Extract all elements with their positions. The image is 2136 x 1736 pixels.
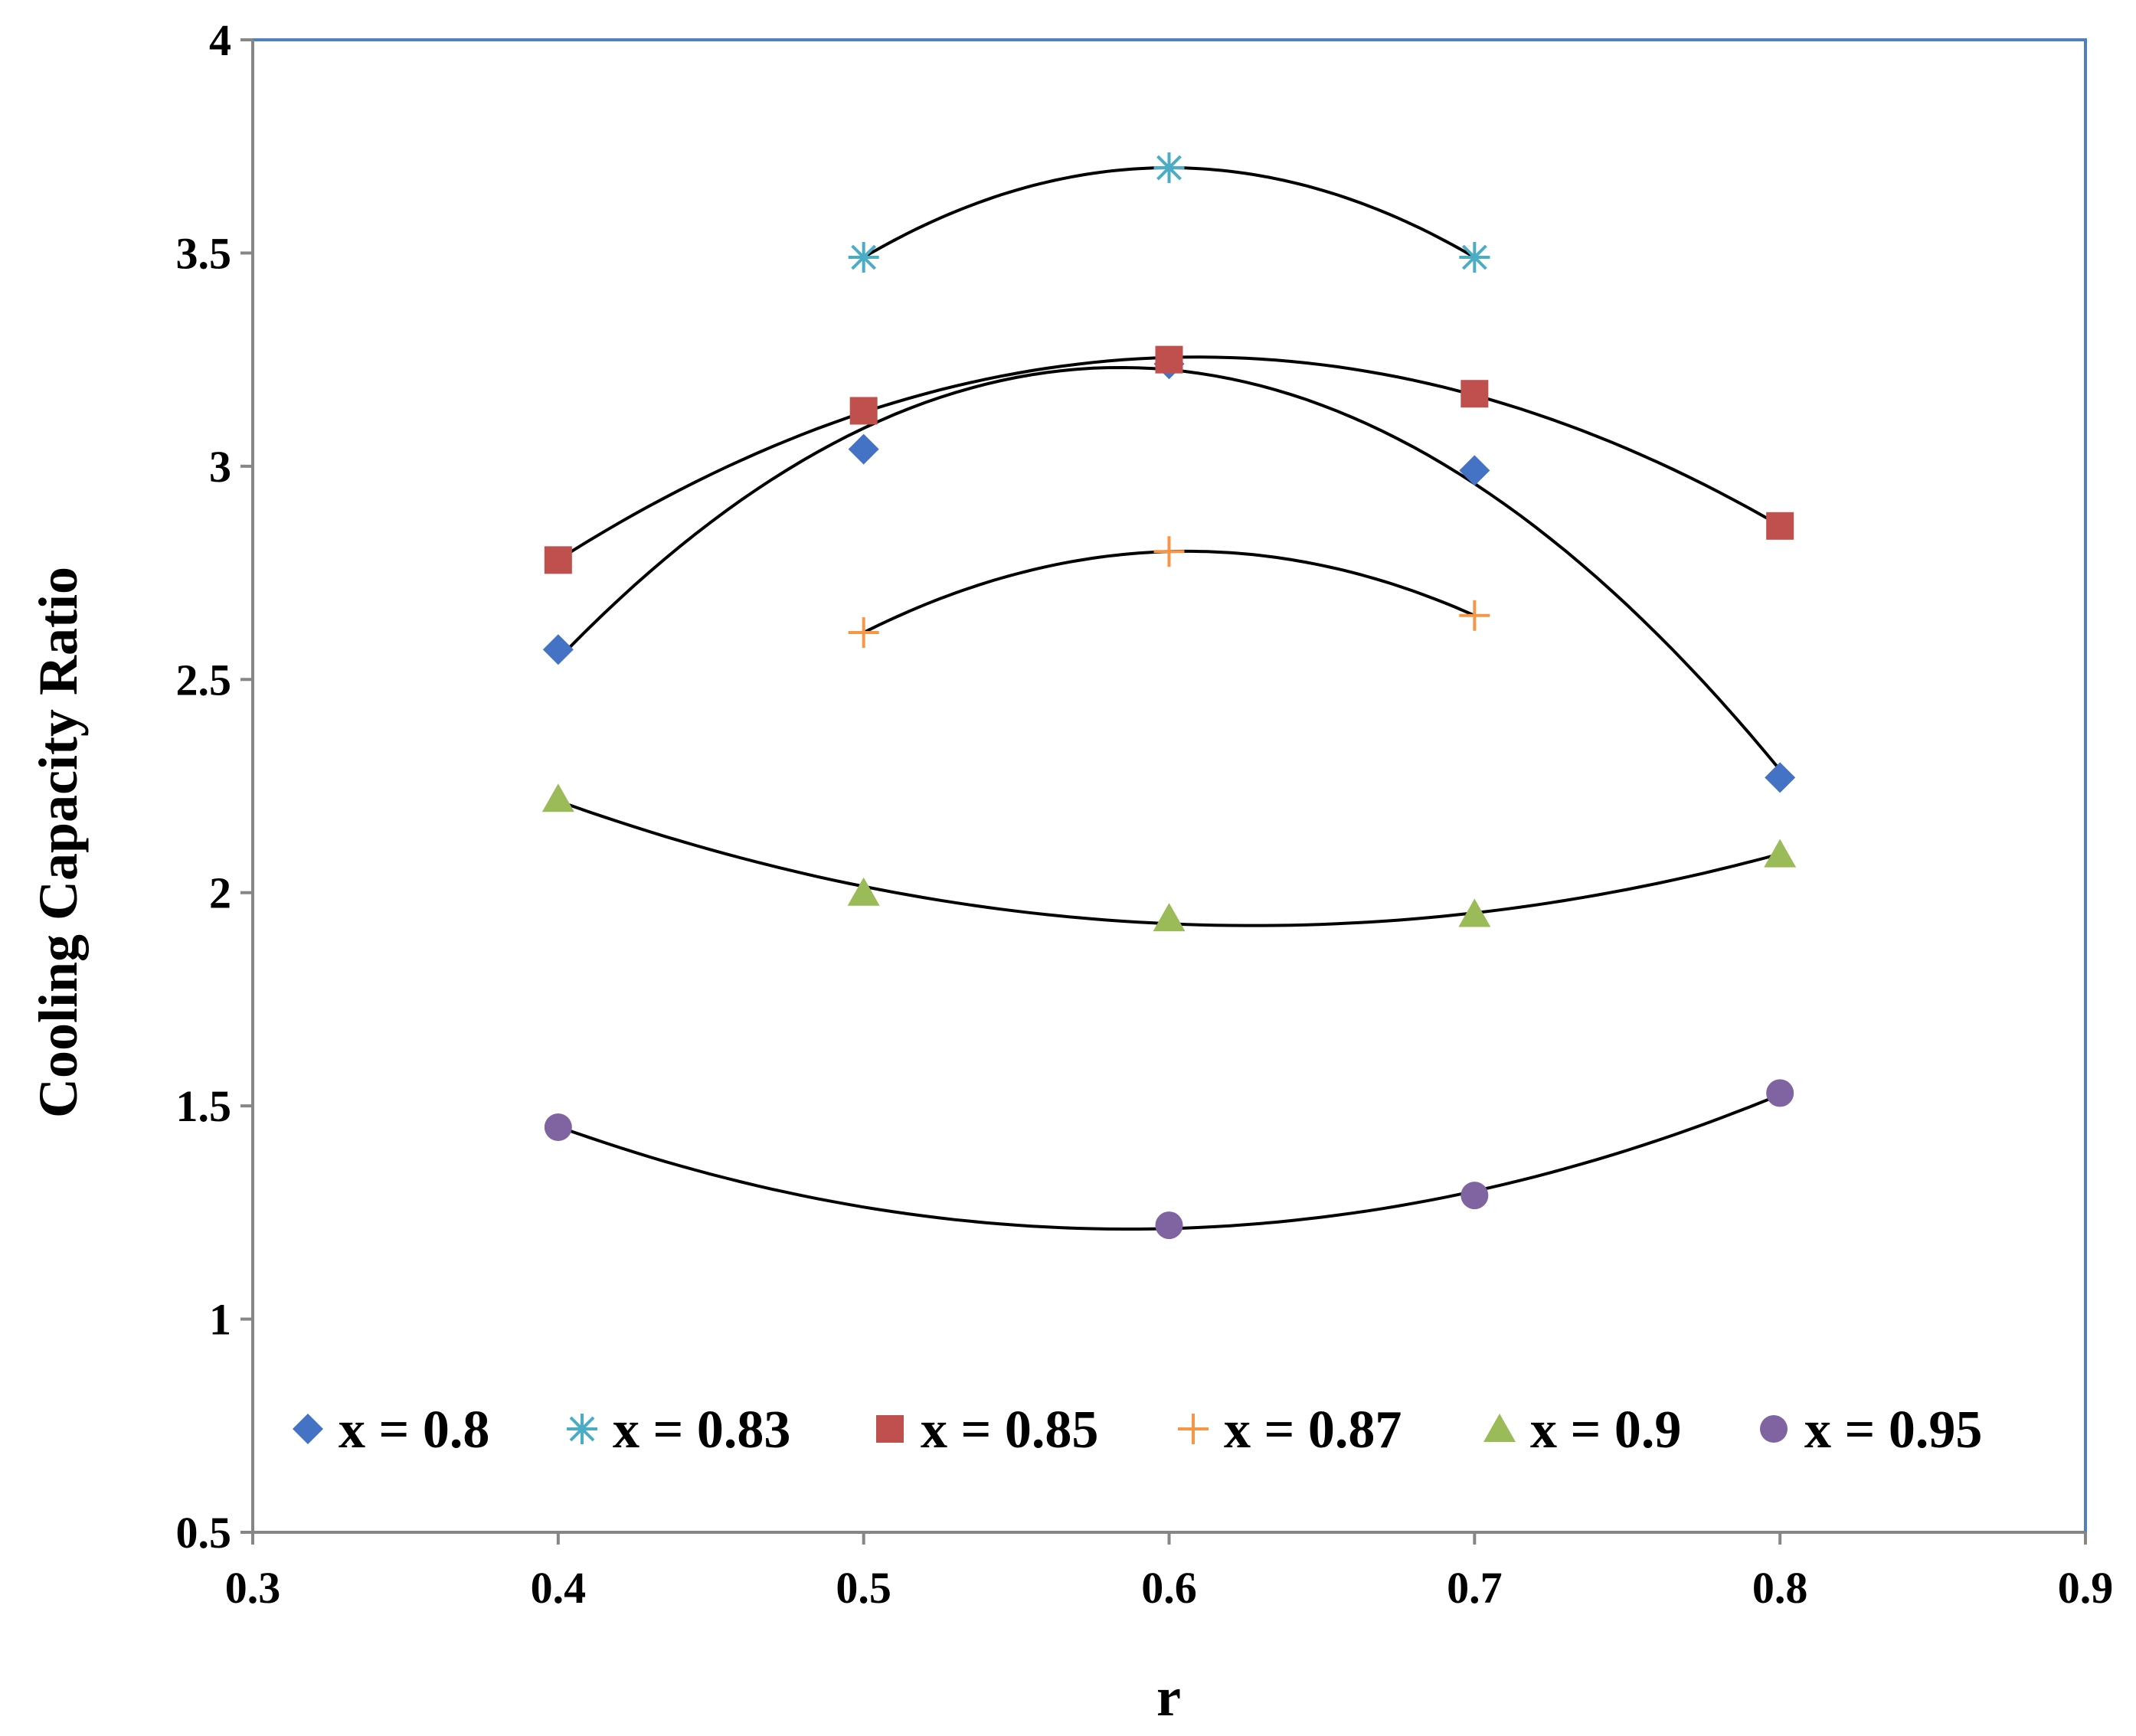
trendlines	[557, 166, 1781, 1231]
x-tick-label: 0.9	[2058, 1563, 2114, 1613]
legend-item: x = 0.85	[876, 1401, 1098, 1460]
legend-asterisk-icon	[567, 1414, 597, 1444]
plus-marker	[1153, 536, 1185, 567]
asterisk-marker	[848, 241, 879, 273]
square-marker	[1461, 380, 1489, 408]
trendline	[557, 365, 1781, 771]
square-marker	[1766, 512, 1794, 540]
circle-marker	[1766, 1079, 1794, 1107]
x-axis-title: r	[1156, 1666, 1181, 1728]
legend-plus-icon	[1178, 1414, 1209, 1444]
diamond-marker	[1765, 762, 1796, 793]
trendline	[558, 1093, 1781, 1231]
legend-item: x = 0.83	[567, 1401, 790, 1460]
diamond-marker	[542, 634, 574, 665]
legend-square-icon	[876, 1415, 904, 1443]
x-tick-label: 0.4	[531, 1563, 587, 1613]
triangle-marker	[1153, 903, 1186, 932]
triangle-marker	[1458, 898, 1491, 927]
legend-triangle-icon	[1483, 1414, 1516, 1442]
legend-item: x = 0.95	[1760, 1401, 1982, 1460]
triangle-marker	[847, 877, 880, 906]
legend-label: x = 0.83	[613, 1401, 790, 1460]
x-tick-label: 0.6	[1141, 1563, 1197, 1613]
triangle-marker	[541, 783, 574, 812]
triangle-marker	[1764, 839, 1797, 868]
circle-marker	[1461, 1182, 1489, 1210]
plus-marker	[848, 617, 879, 649]
y-tick-label: 3	[209, 442, 231, 492]
plot-area-border	[251, 38, 2087, 1534]
legend-circle-icon	[1760, 1415, 1788, 1443]
trendline	[557, 355, 1781, 561]
legend-item: x = 0.9	[1483, 1401, 1681, 1460]
square-marker	[544, 546, 572, 574]
y-tick-label: 1.5	[176, 1081, 232, 1131]
y-tick-label: 1	[209, 1295, 231, 1345]
legend-label: x = 0.95	[1804, 1401, 1982, 1460]
asterisk-marker	[1153, 152, 1185, 184]
circle-marker	[1155, 1211, 1183, 1240]
y-tick-label: 3.5	[176, 228, 232, 278]
legend: x = 0.8 x = 0.83 x = 0.85 x = 0.87 x = 0.9 x …	[293, 1401, 1982, 1460]
data-markers	[541, 152, 1797, 1240]
axes: 0.5 1 1.5 2 2.5 3 3.5 4 0.3 0.4 0.5 0.6 0.7 0.8 0.9	[176, 15, 2114, 1613]
diamond-marker	[1459, 455, 1490, 486]
legend-label: x = 0.87	[1224, 1401, 1402, 1460]
y-tick-label: 4	[209, 15, 231, 65]
y-axis-title: Cooling Capacity Ratio	[28, 567, 89, 1118]
legend-label: x = 0.85	[921, 1401, 1098, 1460]
circle-marker	[544, 1113, 572, 1141]
asterisk-marker	[1459, 241, 1490, 273]
x-tick-label: 0.8	[1752, 1563, 1808, 1613]
x-tick-label: 0.7	[1447, 1563, 1503, 1613]
legend-label: x = 0.8	[339, 1401, 489, 1460]
legend-item: x = 0.87	[1178, 1401, 1402, 1460]
legend-item: x = 0.8	[293, 1401, 489, 1460]
diamond-marker	[848, 433, 879, 465]
y-tick-label: 0.5	[176, 1508, 232, 1558]
square-marker	[1155, 345, 1183, 374]
square-marker	[849, 397, 878, 425]
x-tick-label: 0.5	[836, 1563, 891, 1613]
legend-diamond-icon	[293, 1414, 323, 1444]
plus-marker	[1459, 600, 1490, 631]
legend-label: x = 0.9	[1530, 1401, 1681, 1460]
x-tick-label: 0.3	[225, 1563, 281, 1613]
y-tick-label: 2	[209, 868, 231, 918]
y-tick-label: 2.5	[176, 655, 232, 705]
